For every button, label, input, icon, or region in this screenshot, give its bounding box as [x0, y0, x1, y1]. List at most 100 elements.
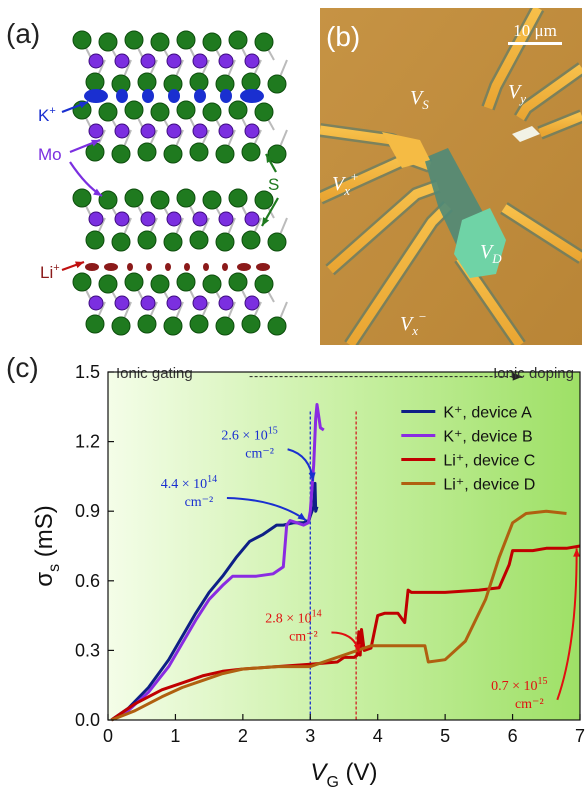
- header-ionic-gating: Ionic gating: [116, 365, 193, 382]
- sulfur-atom: [254, 32, 274, 52]
- lithium-atom: [85, 263, 99, 271]
- arrow-lithium-head: [75, 261, 84, 269]
- lithium-atom: [165, 263, 171, 271]
- label-lithium: Li+: [40, 262, 60, 282]
- source-pad: [382, 132, 430, 168]
- annotation-3: 0.7 × 1015 cm⁻²: [491, 548, 581, 712]
- sulfur-atom: [215, 144, 235, 164]
- annotation-unit: cm⁻²: [289, 630, 318, 645]
- y-axis-label: σs (mS): [31, 505, 63, 586]
- sulfur-atom: [137, 142, 157, 162]
- molybdenum-atom: [114, 211, 130, 227]
- arrow-molybdenum-bottom-head: [93, 188, 102, 196]
- sulfur-atom: [85, 72, 105, 92]
- lithium-atom: [146, 263, 152, 271]
- annotation-arrow-head: [573, 548, 581, 557]
- molybdenum-atom: [192, 295, 208, 311]
- legend-label-3: Li⁺, device D: [443, 476, 535, 493]
- arrow-sulfur-bottom-head: [262, 217, 270, 226]
- sulfur-atom: [72, 188, 92, 208]
- x-tick-label: 4: [373, 726, 383, 746]
- molybdenum-atom: [218, 295, 234, 311]
- sulfur-atom: [202, 102, 222, 122]
- label-molybdenum: Mo: [38, 145, 62, 164]
- sulfur-atom: [254, 102, 274, 122]
- panel-c: (c) Ionic gating Ionic doping 2.6 × 1015 cm…: [0, 350, 585, 793]
- molybdenum-atom: [140, 123, 156, 139]
- sulfur-atom: [241, 314, 261, 334]
- label-vy: Vy: [508, 81, 526, 106]
- sulfur-atom: [150, 190, 170, 210]
- molybdenum-atom: [88, 123, 104, 139]
- sulfur-atom: [176, 188, 196, 208]
- electrode-vx-plus-lead: [327, 181, 440, 274]
- panel-b: 10 μm (b) VS Vy Vx+ VD Vx−: [317, 4, 585, 349]
- sulfur-atom: [189, 72, 209, 92]
- legend: K⁺, device A K⁺, device B Li⁺, device C Li⁺…: [401, 404, 535, 493]
- sulfur-atom: [215, 316, 235, 336]
- sulfur-atom: [137, 72, 157, 92]
- label-vd: VD: [480, 241, 502, 266]
- sulfur-atom: [267, 316, 287, 336]
- scale-bar-label: 10 μm: [513, 21, 557, 40]
- x-tick-label: 7: [575, 726, 585, 746]
- mos2-layer: [72, 272, 288, 336]
- label-potassium: K+: [38, 105, 56, 125]
- molybdenum-atom: [114, 295, 130, 311]
- annotation-value: 4.4 × 1014: [161, 474, 217, 492]
- sulfur-atom: [176, 30, 196, 50]
- molybdenum-atom: [244, 53, 260, 69]
- electrode-vy-lead: [516, 64, 585, 121]
- sulfur-atom: [267, 74, 287, 94]
- x-tick-label: 0: [103, 726, 113, 746]
- x-axis-label: VG (V): [310, 759, 377, 791]
- sulfur-atom: [124, 100, 144, 120]
- potassium-atom: [168, 89, 180, 103]
- molybdenum-atom: [140, 211, 156, 227]
- potassium-row: [84, 89, 264, 103]
- y-tick-label: 0.6: [75, 571, 100, 591]
- sulfur-atom: [98, 190, 118, 210]
- potassium-atom: [194, 89, 206, 103]
- y-tick-label: 0.0: [75, 710, 100, 730]
- molybdenum-atom: [218, 211, 234, 227]
- lithium-atom: [104, 263, 118, 271]
- plot-frame: [107, 371, 581, 721]
- molybdenum-atom: [114, 53, 130, 69]
- sulfur-atom: [189, 142, 209, 162]
- lithium-atom: [222, 263, 228, 271]
- molybdenum-atom: [192, 123, 208, 139]
- lithium-row: [85, 263, 270, 271]
- x-tick-label: 2: [238, 726, 248, 746]
- sulfur-atom: [163, 316, 183, 336]
- mos2-layer: [72, 188, 288, 252]
- label-vx-minus: Vx−: [400, 309, 427, 338]
- potassium-atom: [116, 89, 128, 103]
- sulfur-atom: [85, 230, 105, 250]
- molybdenum-atom: [244, 211, 260, 227]
- arrow-potassium-head: [79, 101, 88, 109]
- debris: [512, 126, 540, 142]
- series-line-1: [110, 403, 325, 722]
- scale-bar: [508, 42, 562, 45]
- sulfur-atom: [228, 188, 248, 208]
- potassium-atom: [220, 89, 232, 103]
- lithium-atom: [203, 263, 209, 271]
- y-tick-label: 0.3: [75, 640, 100, 660]
- sulfur-atom: [202, 190, 222, 210]
- annotation-value: 0.7 × 1015: [491, 676, 547, 694]
- panel-a-label: (a): [6, 18, 41, 49]
- y-tick-label: 1.5: [75, 362, 100, 382]
- sulfur-atom: [98, 32, 118, 52]
- y-tick-label: 0.9: [75, 501, 100, 521]
- panel-a: (a) K+ Mo S Li+: [0, 0, 300, 350]
- sulfur-atom: [189, 314, 209, 334]
- molybdenum-atom: [244, 123, 260, 139]
- sulfur-atom: [228, 30, 248, 50]
- molybdenum-atom: [88, 295, 104, 311]
- sulfur-atom: [150, 274, 170, 294]
- sulfur-atom: [137, 314, 157, 334]
- mos2-layer: [72, 30, 288, 94]
- sulfur-atom: [72, 272, 92, 292]
